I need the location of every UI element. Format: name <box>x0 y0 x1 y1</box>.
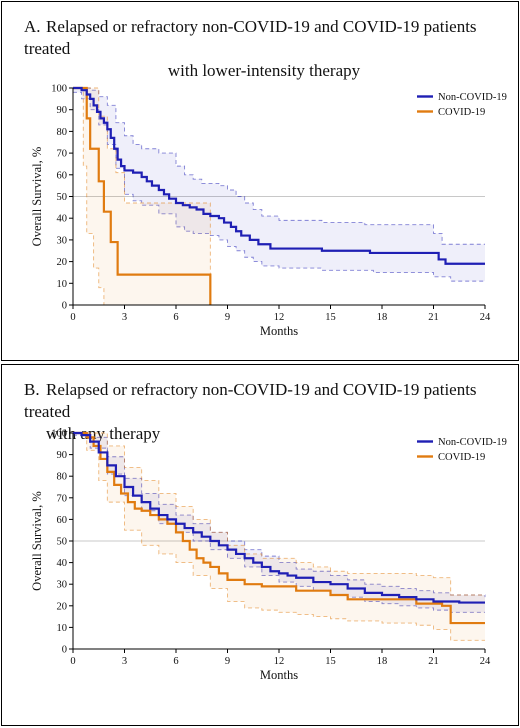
ci-lower-covid-19 <box>73 432 485 641</box>
legend-label: COVID-19 <box>438 107 485 118</box>
y-tick-label: 40 <box>57 558 68 569</box>
y-tick-label: 0 <box>62 301 67 312</box>
x-tick-label: 3 <box>122 656 127 667</box>
panel-a-title-line1: Relapsed or refractory non-COVID-19 and … <box>24 17 477 58</box>
panel-b: B. Relapsed or refractory non-COVID-19 an… <box>1 364 519 726</box>
ci-upper-non-covid-19 <box>73 87 485 245</box>
y-tick-label: 30 <box>57 580 68 591</box>
y-tick-label: 100 <box>51 429 67 440</box>
x-tick-label: 0 <box>70 312 75 323</box>
x-tick-label: 12 <box>274 312 285 323</box>
panel-b-chart: 0 10 20 30 40 50 60 70 80 90 100 0 3 6 9 12 15 18 21 24 Mont… <box>30 429 507 683</box>
x-tick-label: 24 <box>480 312 491 323</box>
legend-label: Non-COVID-19 <box>438 92 507 103</box>
panel-a-title-line2: with lower-intensity therapy <box>167 61 361 80</box>
y-tick-label: 80 <box>57 127 68 138</box>
x-tick-label: 6 <box>173 312 178 323</box>
x-tick-label: 9 <box>225 656 230 667</box>
survival-line-non-covid-19 <box>73 86 485 265</box>
y-tick-label: 50 <box>57 537 68 548</box>
y-tick-label: 70 <box>57 493 68 504</box>
y-tick-label: 90 <box>57 450 68 461</box>
panel-a-title: A. Relapsed or refractory non-COVID-19 an… <box>24 16 504 82</box>
y-tick-label: 40 <box>57 214 68 225</box>
y-tick-label: 90 <box>57 105 68 116</box>
y-tick-label: 10 <box>57 623 68 634</box>
x-tick-label: 18 <box>377 656 388 667</box>
y-tick-label: 10 <box>57 279 68 290</box>
panel-a: A. Relapsed or refractory non-COVID-19 an… <box>1 1 519 361</box>
x-tick-label: 15 <box>325 312 336 323</box>
x-tick-label: 18 <box>377 312 388 323</box>
x-tick-label: 24 <box>480 656 491 667</box>
x-tick-label: 3 <box>122 312 127 323</box>
x-tick-label: 15 <box>325 656 336 667</box>
panel-a-chart: 0 10 20 30 40 50 60 70 80 90 100 0 3 6 9 12 15 18 21 24 Mont… <box>30 84 507 339</box>
ci-band-non-covid-19 <box>73 88 485 282</box>
y-tick-label: 50 <box>57 192 68 203</box>
ci-lower-covid-19 <box>73 87 211 306</box>
y-axis-label: Overall Survival, % <box>30 147 44 247</box>
y-axis-label: Overall Survival, % <box>30 491 44 591</box>
ci-upper-non-covid-19 <box>73 432 486 598</box>
ci-band-non-covid-19 <box>73 433 485 613</box>
y-tick-label: 20 <box>57 601 68 612</box>
x-tick-label: 12 <box>274 656 285 667</box>
y-tick-label: 20 <box>57 257 68 268</box>
x-tick-label: 21 <box>428 312 439 323</box>
x-tick-label: 21 <box>428 656 439 667</box>
y-tick-label: 100 <box>51 84 67 95</box>
y-tick-label: 60 <box>57 515 68 526</box>
ci-band-covid-19 <box>73 433 485 641</box>
x-tick-label: 9 <box>225 312 230 323</box>
panel-b-title-line2: with any therapy <box>46 424 161 443</box>
y-tick-label: 30 <box>57 235 68 246</box>
survival-line-covid-19 <box>73 86 212 305</box>
ci-lower-non-covid-19 <box>73 91 485 282</box>
y-tick-label: 0 <box>62 645 67 656</box>
legend-label: Non-COVID-19 <box>438 437 507 448</box>
x-tick-label: 0 <box>70 656 75 667</box>
survival-line-covid-19 <box>73 431 485 625</box>
y-tick-label: 60 <box>57 170 68 181</box>
y-tick-label: 70 <box>57 149 68 160</box>
legend-label: COVID-19 <box>438 452 485 463</box>
x-axis-label: Months <box>260 668 298 682</box>
ci-upper-covid-19 <box>73 432 485 596</box>
x-tick-label: 6 <box>173 656 178 667</box>
y-tick-label: 80 <box>57 472 68 483</box>
panel-b-letter: B. <box>24 380 40 399</box>
panel-b-title-line1: Relapsed or refractory non-COVID-19 and … <box>24 380 477 421</box>
ci-band-covid-19 <box>73 88 211 305</box>
ci-upper-covid-19 <box>73 87 211 305</box>
panel-a-letter: A. <box>24 17 41 36</box>
x-axis-label: Months <box>260 324 298 338</box>
panel-b-title: B. Relapsed or refractory non-COVID-19 an… <box>24 379 504 445</box>
survival-line-non-covid-19 <box>73 431 485 604</box>
